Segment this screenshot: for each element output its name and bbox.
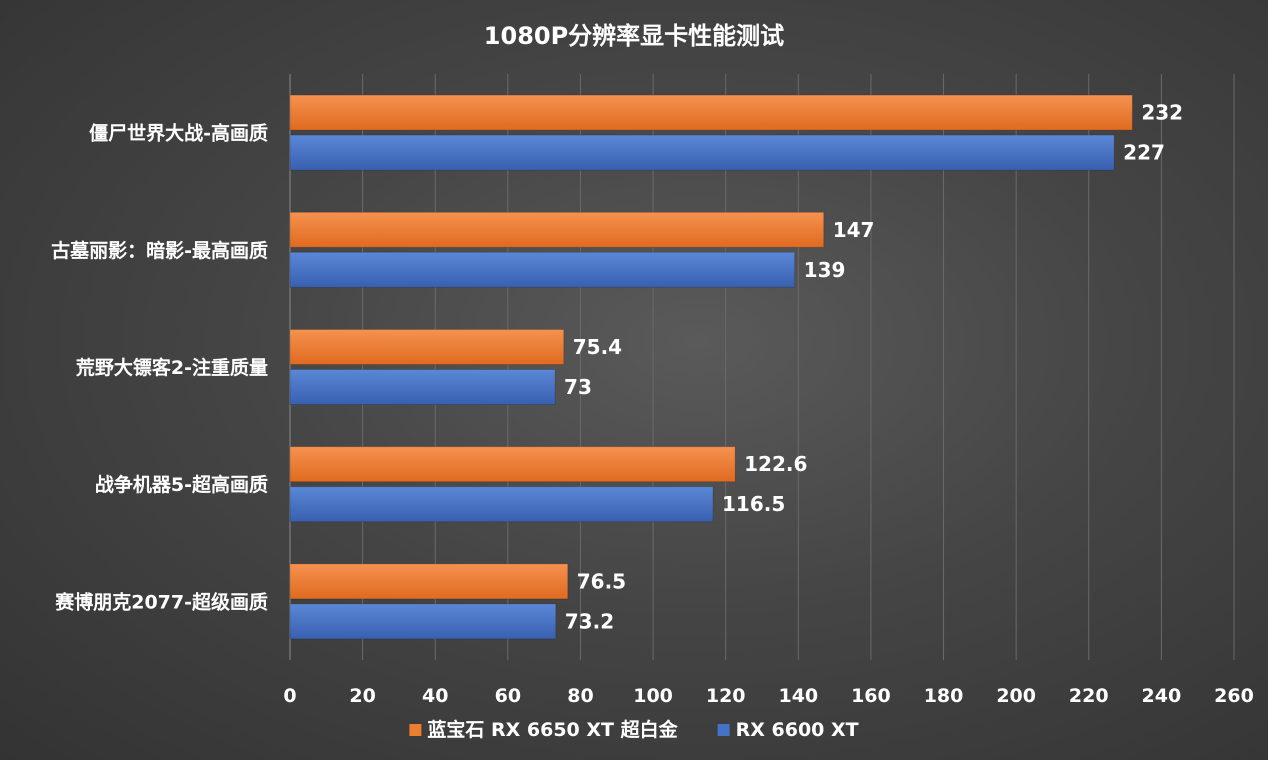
x-axis-ticks: 0 20 40 60 80 100 120 140 160 180 200 220 240 260 <box>283 685 1253 707</box>
category-labels: 僵尸世界大战-高画质古墓丽影：暗影-最高画质荒野大镖客2-注重质量战争机器5-超… <box>51 122 268 614</box>
bar-series1-2 <box>289 211 825 248</box>
x-tick-label: 240 <box>1142 685 1182 707</box>
bar-series1-4 <box>289 446 736 483</box>
category-label: 荒野大镖客2-注重质量 <box>76 356 268 379</box>
bars: 232 227 147 139 75.4 73 122.6 116.5 76.5 73.2 <box>289 94 1183 640</box>
legend: 蓝宝石 RX 6650 XT 超白金 RX 6600 XT <box>409 718 859 741</box>
x-tick-label: 140 <box>778 685 818 707</box>
data-label: 139 <box>804 258 846 282</box>
category-label: 赛博朋克2077-超级画质 <box>54 590 268 613</box>
x-tick-label: 40 <box>422 685 448 707</box>
data-label: 76.5 <box>577 569 626 593</box>
data-label: 122.6 <box>744 452 807 476</box>
bar-series2-3 <box>289 369 556 405</box>
category-label: 僵尸世界大战-高画质 <box>89 122 268 145</box>
data-label: 73 <box>564 375 592 399</box>
x-tick-label: 100 <box>633 685 673 707</box>
x-tick-label: 20 <box>349 685 375 707</box>
data-label: 227 <box>1123 141 1165 165</box>
legend-label-2: RX 6600 XT <box>736 719 859 741</box>
x-tick-label: 0 <box>283 685 296 707</box>
bar-series2-1 <box>289 134 1115 171</box>
bar-series2-5 <box>289 603 557 640</box>
x-tick-label: 200 <box>996 685 1036 707</box>
category-label: 古墓丽影：暗影-最高画质 <box>51 239 268 262</box>
data-label: 147 <box>833 218 875 242</box>
data-label: 75.4 <box>573 335 622 359</box>
x-tick-label: 80 <box>567 685 593 707</box>
legend-label-1: 蓝宝石 RX 6650 XT 超白金 <box>427 718 678 741</box>
x-tick-label: 60 <box>495 685 521 707</box>
gridlines <box>289 74 1235 660</box>
category-label: 战争机器5-超高画质 <box>95 473 268 496</box>
bar-series2-4 <box>289 486 714 523</box>
x-tick-label: 120 <box>706 685 746 707</box>
data-label: 116.5 <box>722 492 785 516</box>
bar-series1-3 <box>289 329 565 365</box>
x-tick-label: 160 <box>851 685 891 707</box>
bar-series1-1 <box>289 94 1133 131</box>
data-label: 232 <box>1141 101 1183 125</box>
legend-swatch-1 <box>409 724 422 736</box>
legend-swatch-2 <box>717 724 730 736</box>
x-tick-label: 180 <box>924 685 964 707</box>
data-label: 73.2 <box>565 609 614 633</box>
chart-title: 1080P分辨率显卡性能测试 <box>484 22 784 50</box>
bar-series1-5 <box>289 563 569 600</box>
bar-series2-2 <box>289 251 796 288</box>
x-tick-label: 260 <box>1214 685 1254 707</box>
x-tick-label: 220 <box>1069 685 1109 707</box>
